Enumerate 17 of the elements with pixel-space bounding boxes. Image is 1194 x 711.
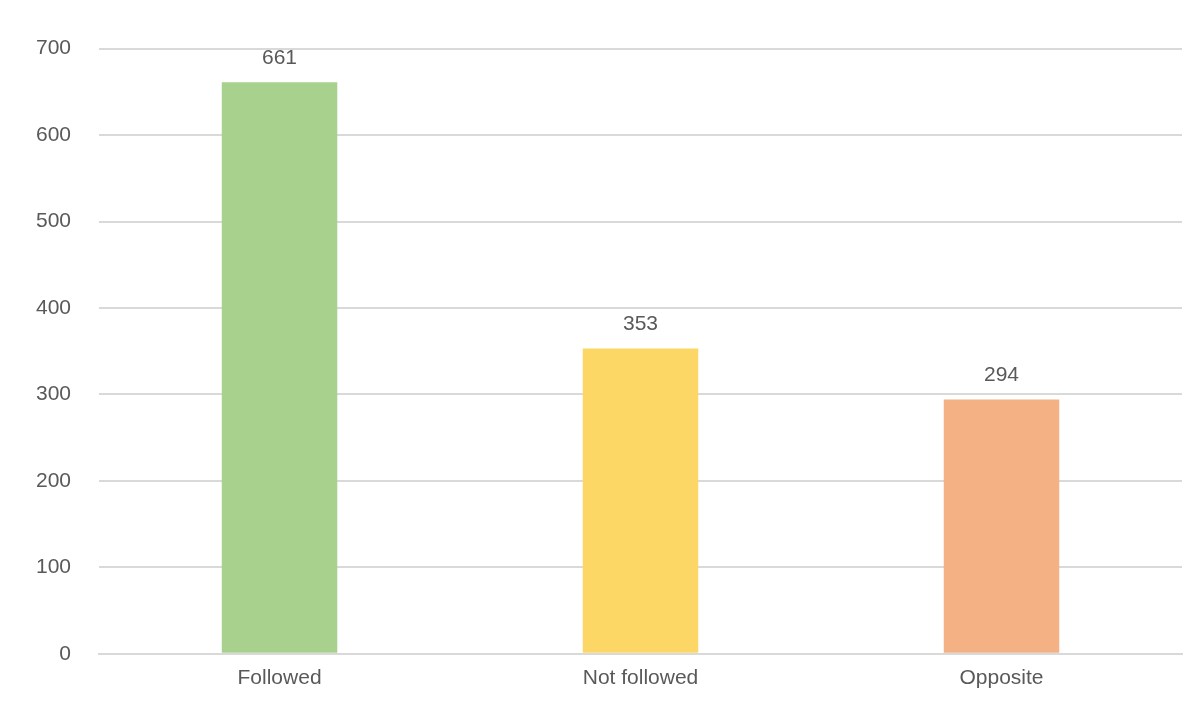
bar [943, 399, 1060, 653]
x-tick-label: Followed [237, 665, 322, 689]
x-tick-label: Not followed [582, 665, 699, 689]
y-tick-label: 100 [35, 554, 72, 578]
data-label: 353 [623, 310, 659, 334]
y-tick-label: 0 [59, 640, 72, 664]
x-tick-label: Opposite [959, 665, 1044, 689]
bar [582, 348, 699, 653]
y-tick-label: 200 [35, 467, 72, 491]
y-tick-label: 500 [35, 208, 72, 232]
bar [221, 82, 338, 653]
y-tick-label: 300 [35, 381, 72, 405]
data-label: 661 [262, 44, 298, 68]
y-tick-label: 400 [35, 294, 72, 318]
y-tick-label: 700 [35, 35, 72, 59]
data-label: 294 [983, 361, 1020, 385]
y-tick-label: 600 [35, 121, 72, 145]
